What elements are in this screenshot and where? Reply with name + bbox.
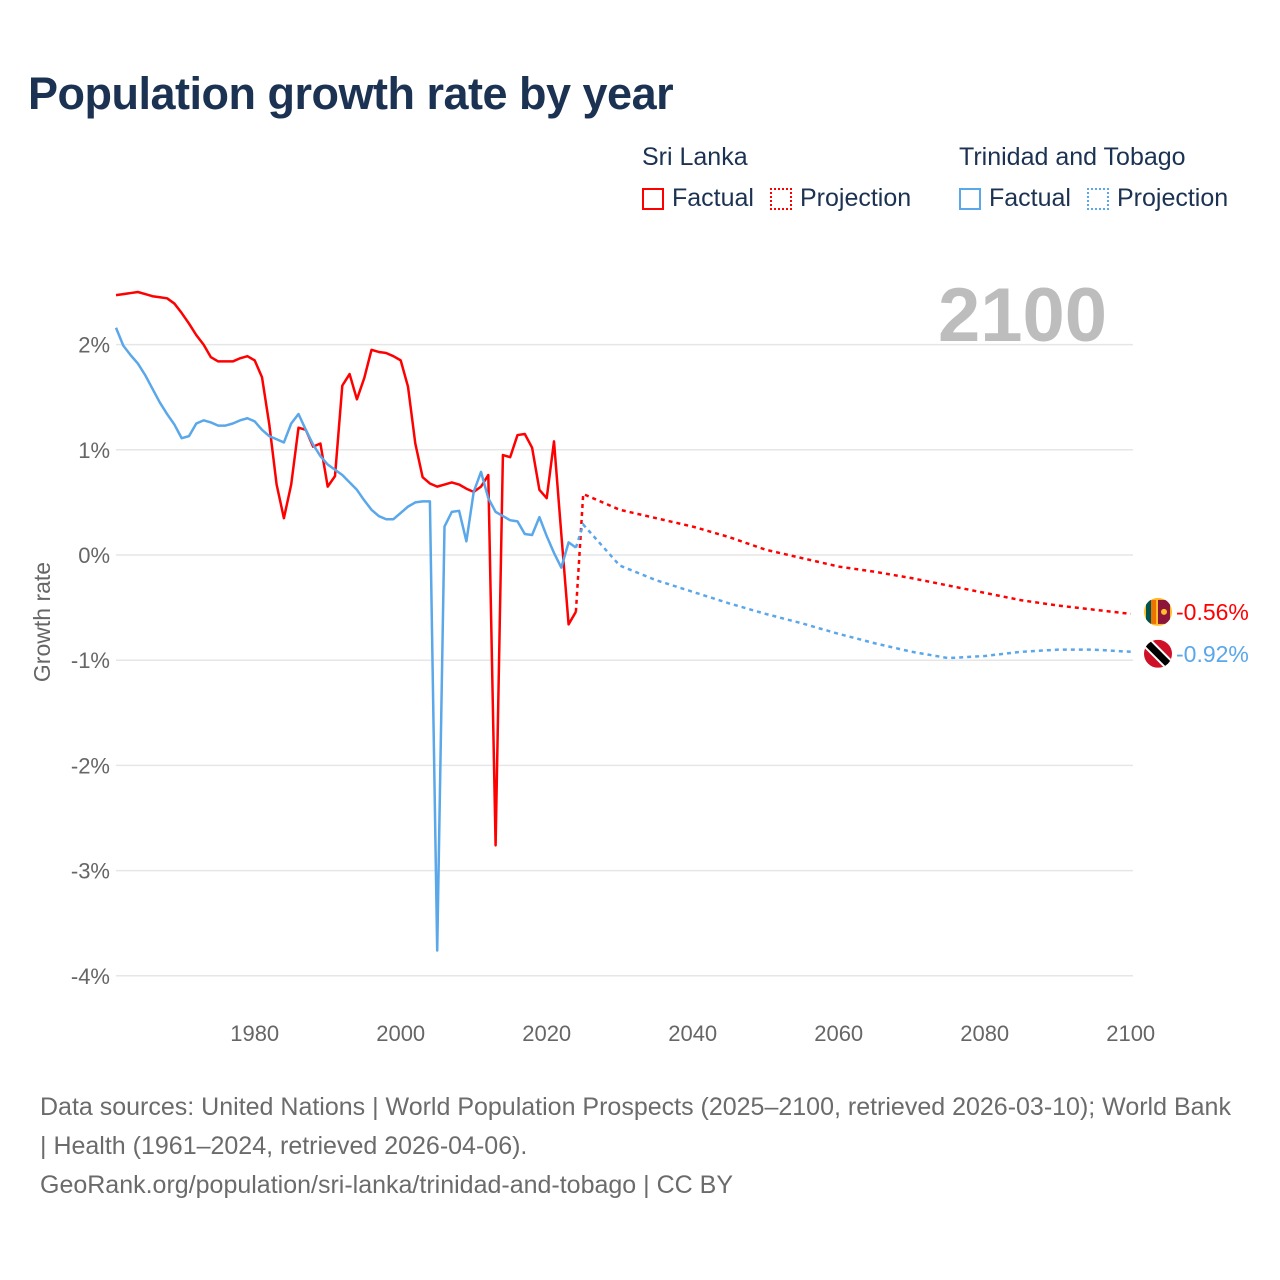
legend-label: Factual: [989, 184, 1071, 212]
legend-label: Factual: [672, 184, 754, 212]
chart-title: Population growth rate by year: [28, 68, 674, 119]
flag-orange: [1151, 599, 1156, 624]
legend-trinidad-and-tobago: Trinidad and Tobago Factual Projection: [959, 143, 1244, 213]
series-projection-line-1: [574, 522, 1131, 660]
flag-black: [1144, 639, 1172, 668]
series-projection-line-0: [574, 492, 1131, 616]
y-tick-label: 0%: [78, 543, 110, 568]
legend-country-label: Trinidad and Tobago: [959, 143, 1186, 171]
x-tick-label: 1980: [230, 1021, 279, 1046]
legend-tt-projection[interactable]: Projection: [1086, 184, 1229, 213]
series-factual-line-0: [115, 290, 577, 847]
legend-label: Projection: [1116, 184, 1229, 212]
sri-lanka-flag-icon: [1144, 597, 1172, 626]
x-tick-label: 2040: [668, 1021, 717, 1046]
end-value-label: -0.56%: [1176, 599, 1249, 625]
y-tick-label: -2%: [71, 753, 110, 778]
y-tick-label: -1%: [71, 648, 110, 673]
flag-lion: [1161, 608, 1167, 615]
legend-label: Projection: [799, 184, 912, 212]
credit-link[interactable]: GeoRank.org/population/sri-lanka/trinida…: [40, 1171, 733, 1199]
legend-swatch-dotted: [769, 187, 792, 210]
y-tick-label: -4%: [71, 964, 110, 989]
flag-green: [1146, 599, 1151, 624]
data-sources: Data sources: United Nations | World Pop…: [40, 1093, 1231, 1160]
legend-sri-lanka: Sri Lanka Factual Projection: [642, 143, 927, 213]
trinidad-flag-icon: [1144, 639, 1172, 668]
x-tick-label: 2100: [1106, 1021, 1155, 1046]
end-value-label: -0.92%: [1176, 641, 1249, 667]
y-tick-label: -3%: [71, 859, 110, 884]
y-tick-label: 1%: [78, 438, 110, 463]
current-year-label: 2100: [938, 273, 1108, 358]
x-tick-label: 2060: [814, 1021, 863, 1046]
series-factual-line-1: [114, 327, 577, 952]
y-tick-label: 2%: [78, 333, 110, 358]
legend-country-label: Sri Lanka: [642, 143, 748, 171]
x-tick-label: 2020: [522, 1021, 571, 1046]
legend-swatch-dotted: [1086, 187, 1109, 210]
footer: Data sources: United Nations | World Pop…: [40, 1088, 1240, 1205]
x-tick-label: 2080: [960, 1021, 1009, 1046]
legend-sri-lanka-projection[interactable]: Projection: [769, 184, 912, 213]
legend-tt-factual[interactable]: Factual: [959, 184, 1071, 213]
legend-swatch-solid: [642, 187, 664, 210]
legend-sri-lanka-factual[interactable]: Factual: [642, 184, 754, 213]
y-axis-label: Growth rate: [29, 562, 55, 682]
x-tick-label: 2000: [376, 1021, 425, 1046]
legend-swatch-solid: [959, 187, 981, 210]
